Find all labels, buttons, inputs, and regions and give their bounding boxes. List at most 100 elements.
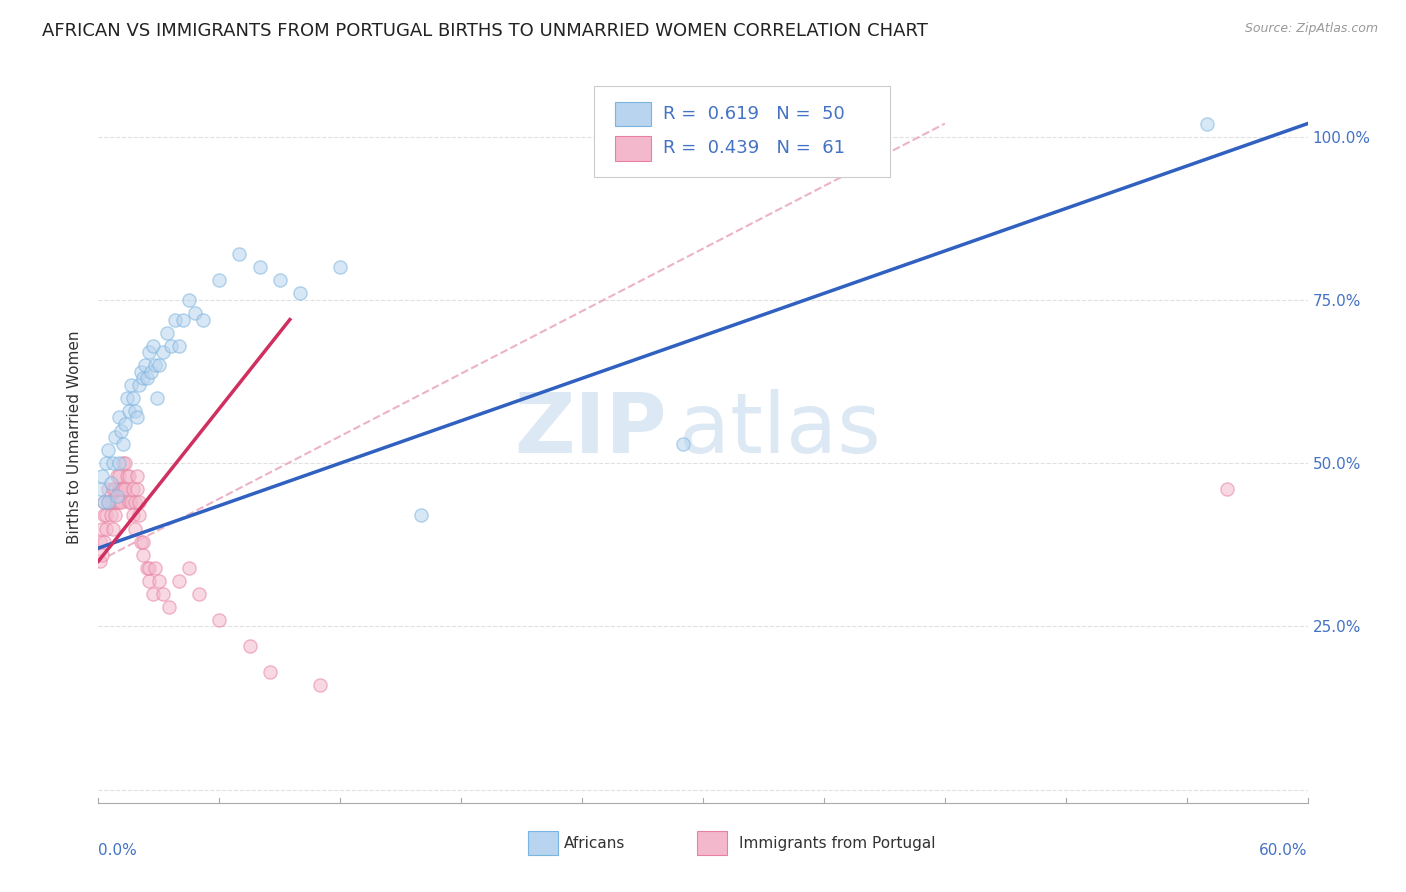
- Point: [100, 508, 122, 523]
- Text: 0.0%: 0.0%: [98, 843, 138, 858]
- Point: [193, 312, 215, 326]
- Point: [184, 306, 207, 320]
- Point: [148, 358, 170, 372]
- Point: [152, 587, 174, 601]
- Point: [89, 483, 111, 497]
- Text: atlas: atlas: [679, 389, 880, 470]
- Point: [152, 345, 174, 359]
- Point: [135, 560, 157, 574]
- Point: [120, 377, 142, 392]
- Text: ZIP: ZIP: [515, 389, 666, 470]
- Point: [91, 548, 114, 562]
- Point: [101, 456, 124, 470]
- Point: [115, 391, 138, 405]
- Point: [115, 469, 138, 483]
- Point: [121, 391, 143, 405]
- FancyBboxPatch shape: [614, 102, 651, 127]
- Point: [208, 273, 231, 287]
- Point: [124, 521, 146, 535]
- Point: [107, 469, 129, 483]
- Point: [96, 508, 118, 523]
- Point: [124, 495, 146, 509]
- Point: [105, 495, 128, 509]
- Point: [110, 483, 132, 497]
- Point: [114, 483, 136, 497]
- Point: [128, 377, 150, 392]
- Point: [107, 483, 129, 497]
- Point: [121, 508, 143, 523]
- Point: [100, 495, 122, 509]
- Point: [163, 312, 186, 326]
- Point: [114, 417, 136, 431]
- Point: [139, 365, 162, 379]
- Point: [118, 404, 141, 418]
- FancyBboxPatch shape: [697, 831, 727, 855]
- Point: [111, 456, 134, 470]
- Point: [167, 574, 190, 588]
- Point: [143, 560, 166, 574]
- Point: [118, 495, 141, 509]
- Point: [96, 521, 118, 535]
- Point: [114, 456, 136, 470]
- Point: [160, 338, 183, 352]
- Point: [309, 678, 332, 692]
- Text: R =  0.439   N =  61: R = 0.439 N = 61: [664, 139, 845, 157]
- Point: [103, 508, 125, 523]
- Text: R =  0.619   N =  50: R = 0.619 N = 50: [664, 104, 845, 123]
- Point: [93, 508, 115, 523]
- Point: [91, 521, 114, 535]
- Point: [125, 469, 148, 483]
- Point: [124, 404, 146, 418]
- Point: [138, 574, 160, 588]
- Point: [134, 358, 156, 372]
- Point: [156, 326, 179, 340]
- Text: AFRICAN VS IMMIGRANTS FROM PORTUGAL BIRTHS TO UNMARRIED WOMEN CORRELATION CHART: AFRICAN VS IMMIGRANTS FROM PORTUGAL BIRT…: [42, 22, 928, 40]
- Point: [228, 247, 250, 261]
- Point: [129, 534, 152, 549]
- Point: [148, 574, 170, 588]
- Point: [259, 665, 281, 680]
- Point: [105, 469, 128, 483]
- Point: [157, 599, 180, 614]
- Point: [143, 358, 166, 372]
- Point: [89, 534, 111, 549]
- Point: [249, 260, 271, 275]
- Point: [188, 587, 211, 601]
- Point: [97, 495, 120, 509]
- Point: [89, 554, 111, 568]
- Point: [101, 521, 124, 535]
- Point: [239, 639, 262, 653]
- Point: [132, 548, 155, 562]
- Point: [672, 436, 695, 450]
- Text: Source: ZipAtlas.com: Source: ZipAtlas.com: [1244, 22, 1378, 36]
- Point: [97, 495, 120, 509]
- Point: [97, 483, 120, 497]
- Point: [132, 371, 155, 385]
- Point: [138, 560, 160, 574]
- Point: [91, 469, 114, 483]
- Point: [172, 312, 194, 326]
- Point: [101, 495, 124, 509]
- Point: [142, 338, 165, 352]
- Point: [142, 587, 165, 601]
- Point: [135, 371, 157, 385]
- Point: [167, 338, 190, 352]
- Point: [129, 365, 152, 379]
- Point: [288, 286, 311, 301]
- Point: [132, 534, 155, 549]
- Point: [128, 508, 150, 523]
- Point: [100, 475, 122, 490]
- FancyBboxPatch shape: [595, 86, 890, 178]
- Point: [107, 495, 129, 509]
- Point: [179, 560, 201, 574]
- Point: [110, 424, 132, 438]
- Point: [103, 483, 125, 497]
- Point: [105, 489, 128, 503]
- Point: [146, 391, 169, 405]
- Point: [93, 534, 115, 549]
- Point: [1216, 483, 1239, 497]
- FancyBboxPatch shape: [614, 136, 651, 161]
- Point: [111, 483, 134, 497]
- Point: [128, 495, 150, 509]
- Point: [269, 273, 291, 287]
